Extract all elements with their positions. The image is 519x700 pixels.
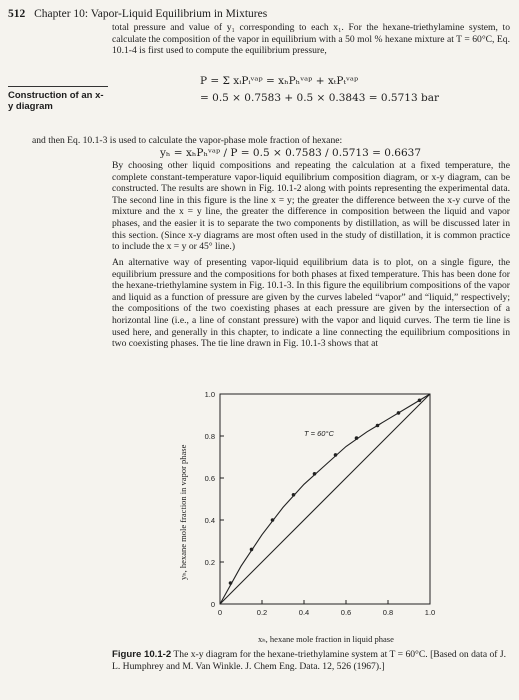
paragraph: An alternative way of presenting vapor-l…	[112, 257, 510, 350]
x-tick-label: 0.8	[383, 608, 393, 617]
data-point	[270, 518, 275, 522]
data-point	[312, 472, 317, 476]
y-tick-label: 0.4	[205, 516, 215, 525]
data-point	[354, 436, 359, 440]
y-axis-label: yₕ, hexane mole fraction in vapor phase	[178, 444, 188, 580]
paragraph: By choosing other liquid compositions an…	[112, 160, 510, 253]
x-tick-label: 0.2	[257, 608, 267, 617]
equation-pressure: P = Σ xᵢPᵢᵛᵃᵖ = xₕPₕᵛᵃᵖ + xₜPₜᵛᵃᵖ	[200, 75, 359, 87]
equilibrium-curve	[219, 393, 431, 605]
temperature-annotation: T = 60°C	[304, 429, 334, 438]
plot-frame	[219, 393, 431, 605]
data-point	[396, 411, 401, 415]
page-number: 512	[8, 8, 26, 20]
caption-text: The x-y diagram for the hexane-triethyla…	[112, 649, 507, 672]
data-point	[291, 493, 296, 497]
margin-heading: Construction of an x-y diagram	[8, 86, 108, 112]
y-tick-label: 0.6	[205, 474, 215, 483]
data-point	[333, 453, 338, 457]
x-equals-y-line	[219, 393, 431, 605]
xy-diagram: 0 0.2 0.4 0.6 0.8 1.0 0 0.2 0.4 0.6 0.8 1.0 T = 60°C	[205, 390, 436, 617]
data-point	[417, 398, 422, 403]
equation-pressure-value: = 0.5 × 0.7583 + 0.5 × 0.3843 = 0.5713 b…	[200, 92, 439, 104]
x-tick-label: 0.4	[299, 608, 309, 617]
y-tick-label: 1.0	[205, 390, 215, 399]
x-tick-label: 0.6	[341, 608, 351, 617]
paragraph: total pressure and value of y₁ correspon…	[112, 22, 510, 57]
running-header: 512 Chapter 10: Vapor-Liquid Equilibrium…	[8, 8, 267, 20]
y-tick-label: 0.2	[205, 558, 215, 567]
y-tick-label: 0	[211, 600, 215, 609]
x-tick-label: 0	[218, 608, 222, 617]
equation-vapor-fraction: yₕ = xₕPₕᵛᵃᵖ / P = 0.5 × 0.7583 / 0.5713…	[160, 147, 422, 159]
paragraph: and then Eq. 10.1-3 is used to calculate…	[32, 135, 343, 146]
data-point	[249, 547, 254, 552]
x-tick-label: 1.0	[425, 608, 435, 617]
y-tick-label: 0.8	[205, 432, 215, 441]
data-point	[228, 581, 233, 585]
x-axis-label: xₕ, hexane mole fraction in liquid phase	[258, 634, 394, 644]
chapter-title: Chapter 10: Vapor-Liquid Equilibrium in …	[34, 8, 268, 20]
figure-caption: Figure 10.1-2 The x-y diagram for the he…	[112, 649, 512, 673]
figure-label: Figure 10.1-2	[112, 649, 172, 660]
data-point	[375, 423, 380, 428]
